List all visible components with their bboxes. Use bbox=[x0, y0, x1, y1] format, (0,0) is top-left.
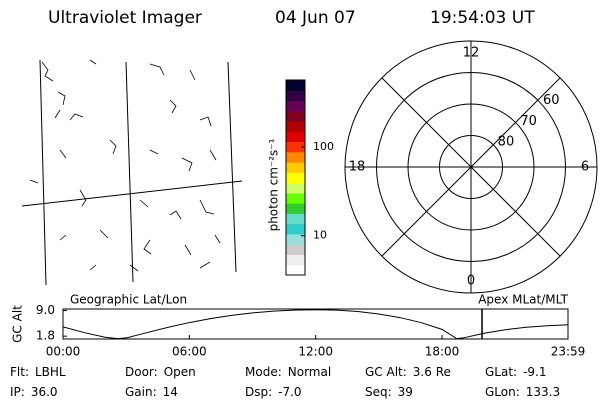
time: 19:54:03 UT bbox=[430, 8, 535, 28]
field-label: GLat: bbox=[485, 365, 517, 379]
color-band bbox=[286, 80, 305, 91]
color-band bbox=[286, 131, 305, 143]
field-value: 14 bbox=[163, 385, 178, 399]
color-band bbox=[286, 121, 305, 132]
color-band bbox=[286, 192, 305, 204]
lat-label: 60 bbox=[543, 93, 560, 108]
colorbar bbox=[286, 80, 305, 276]
footer-field: Mode: Normal bbox=[245, 365, 331, 379]
color-band bbox=[286, 172, 305, 184]
map-label: Geographic Lat/Lon bbox=[70, 293, 187, 307]
color-band bbox=[286, 162, 305, 173]
field-label: Gain: bbox=[125, 385, 157, 399]
footer-field: Door: Open bbox=[125, 365, 196, 379]
color-band bbox=[286, 203, 305, 214]
y-axis-label: GC Alt bbox=[11, 305, 25, 343]
mlt-label: 0 bbox=[467, 274, 475, 289]
field-label: IP: bbox=[10, 385, 25, 399]
color-band bbox=[286, 233, 305, 245]
field-label: GLon: bbox=[485, 385, 520, 399]
footer-field: GLon: 133.3 bbox=[485, 385, 560, 399]
field-value: Normal bbox=[288, 365, 331, 379]
color-band bbox=[286, 90, 305, 102]
x-tick-label: 23:59 bbox=[551, 345, 586, 359]
field-value: -9.1 bbox=[523, 365, 546, 379]
color-band bbox=[286, 244, 305, 255]
lat-ring bbox=[439, 135, 503, 199]
polar-plot bbox=[344, 40, 598, 294]
colorbar-label: photon cm⁻²s⁻¹ bbox=[267, 138, 281, 231]
mlt-label: 6 bbox=[581, 160, 589, 175]
field-value: Open bbox=[164, 365, 196, 379]
footer-field: Seq: 39 bbox=[365, 385, 413, 399]
colorbar-tick-label: 100 bbox=[313, 140, 334, 153]
lat-ring bbox=[376, 72, 566, 262]
lat-label: 80 bbox=[498, 135, 515, 150]
field-value: 3.6 Re bbox=[413, 365, 451, 379]
x-tick-label: 00:00 bbox=[46, 345, 81, 359]
mlt-label: 12 bbox=[463, 46, 480, 61]
footer-field: IP: 36.0 bbox=[10, 385, 58, 399]
field-value: LBHL bbox=[35, 365, 66, 379]
footer: Flt: LBHL Door: Open Mode: Normal GC Alt: 3.6 R… bbox=[10, 365, 560, 399]
footer-field: Gain: 14 bbox=[125, 385, 178, 399]
footer-field: GC Alt: 3.6 Re bbox=[365, 365, 451, 379]
field-label: Flt: bbox=[10, 365, 29, 379]
color-band bbox=[286, 182, 305, 194]
footer-field: GLat: -9.1 bbox=[485, 365, 547, 379]
map-image bbox=[21, 59, 243, 286]
coastline bbox=[29, 59, 221, 272]
color-band bbox=[286, 254, 305, 266]
x-tick-label: 12:00 bbox=[298, 345, 333, 359]
color-band bbox=[286, 100, 305, 112]
field-value: -7.0 bbox=[278, 385, 301, 399]
color-band bbox=[286, 264, 305, 276]
field-value: 133.3 bbox=[526, 385, 560, 399]
field-value: 39 bbox=[398, 385, 413, 399]
x-tick-label: 06:00 bbox=[172, 345, 207, 359]
lon-line bbox=[227, 61, 237, 273]
colorbar-frame bbox=[285, 79, 306, 276]
lat-line bbox=[21, 180, 243, 207]
lat-ring bbox=[407, 103, 535, 231]
y-tick-label: 9.0 bbox=[36, 303, 55, 317]
color-band bbox=[286, 110, 305, 122]
y-tick-label: 1.8 bbox=[36, 329, 55, 343]
field-label: Door: bbox=[125, 365, 158, 379]
title: Ultraviolet Imager bbox=[48, 8, 202, 28]
colorbar-tick-label: 10 bbox=[313, 229, 327, 242]
polar-label: Apex MLat/MLT bbox=[478, 293, 568, 307]
lon-line bbox=[39, 59, 47, 286]
footer-field: Flt: LBHL bbox=[10, 365, 66, 379]
date: 04 Jun 07 bbox=[275, 8, 356, 28]
x-tick-label: 18:00 bbox=[425, 345, 460, 359]
alt-line bbox=[62, 309, 569, 340]
color-band bbox=[286, 223, 305, 235]
lat-label: 70 bbox=[520, 114, 537, 129]
field-label: Dsp: bbox=[245, 385, 272, 399]
diag-line bbox=[381, 77, 561, 257]
mlt-label: 18 bbox=[349, 160, 366, 175]
color-band bbox=[286, 151, 305, 163]
field-value: 36.0 bbox=[31, 385, 58, 399]
field-label: Mode: bbox=[245, 365, 282, 379]
lon-line bbox=[125, 61, 134, 283]
color-band bbox=[286, 213, 305, 225]
field-label: Seq: bbox=[365, 385, 392, 399]
color-band bbox=[286, 141, 305, 153]
field-label: GC Alt: bbox=[365, 365, 407, 379]
footer-field: Dsp: -7.0 bbox=[245, 385, 302, 399]
